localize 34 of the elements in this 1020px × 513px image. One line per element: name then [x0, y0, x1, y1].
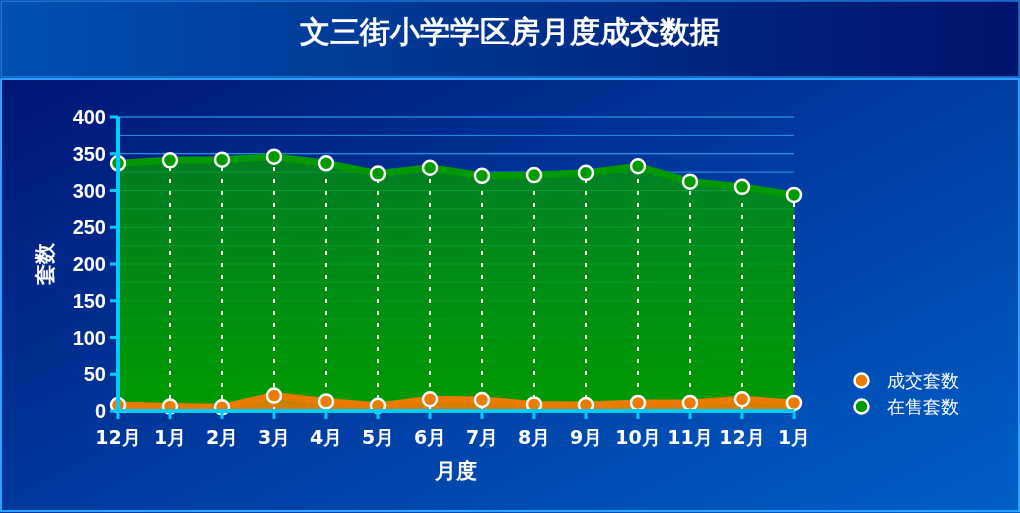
point — [421, 390, 439, 408]
x-tick-label: 9月 — [569, 426, 603, 448]
point — [317, 393, 335, 410]
x-tick-label: 10月 — [615, 426, 661, 448]
legend-label: 在售套数 — [887, 396, 959, 417]
x-tick-label: 1月 — [777, 426, 811, 448]
point — [733, 390, 751, 408]
x-tick-label: 5月 — [361, 426, 395, 448]
x-tick-label: 12月 — [95, 426, 141, 448]
x-tick-label: 6月 — [413, 426, 447, 448]
y-tick-label: 350 — [72, 142, 106, 165]
point — [473, 391, 491, 409]
x-tick-label: 7月 — [465, 426, 499, 448]
x-tick-label: 3月 — [257, 426, 291, 448]
x-axis-title: 月度 — [434, 459, 477, 483]
y-tick-label: 0 — [94, 400, 106, 422]
x-tick-label: 4月 — [309, 426, 343, 448]
y-tick-label: 100 — [72, 326, 106, 349]
y-tick-label: 150 — [72, 289, 106, 312]
x-tick-label: 8月 — [517, 426, 551, 448]
y-tick-label: 250 — [72, 216, 106, 239]
x-tick-label: 1月 — [153, 426, 187, 448]
x-tick-label: 2月 — [205, 426, 239, 448]
x-tick-label: 12月 — [719, 426, 765, 448]
y-tick-label: 300 — [72, 179, 106, 202]
y-axis-title: 套数 — [33, 242, 57, 286]
legend-label: 成交套数 — [887, 370, 959, 391]
y-tick-label: 400 — [72, 106, 106, 128]
y-tick-label: 50 — [83, 363, 106, 386]
chart-title: 文三街小学学区房月度成交数据 — [300, 14, 720, 49]
y-tick-label: 200 — [72, 253, 106, 275]
point — [265, 387, 283, 404]
point — [785, 394, 803, 412]
x-tick-label: 11月 — [667, 426, 713, 448]
